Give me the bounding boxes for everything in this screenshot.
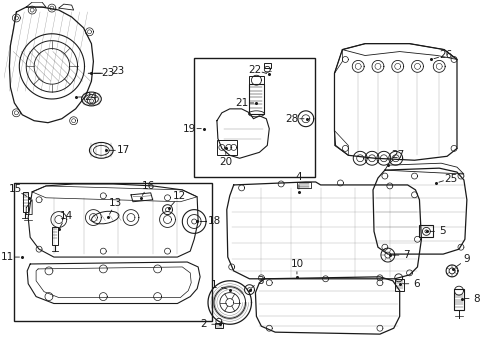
Text: 12: 12 <box>173 191 186 201</box>
Bar <box>14 183 212 321</box>
Text: 18: 18 <box>207 216 220 226</box>
Text: 20: 20 <box>219 157 232 167</box>
Bar <box>395 279 404 291</box>
Bar <box>217 140 237 155</box>
Text: 23: 23 <box>101 68 115 78</box>
Bar <box>454 289 464 310</box>
Text: 23: 23 <box>111 66 124 76</box>
Text: 7: 7 <box>403 250 410 260</box>
Bar <box>52 228 58 245</box>
Text: 4: 4 <box>295 172 302 182</box>
Text: 3: 3 <box>257 275 264 285</box>
Text: 6: 6 <box>413 279 420 289</box>
Text: 15: 15 <box>8 184 22 194</box>
Bar <box>248 76 264 84</box>
Bar <box>419 225 433 237</box>
Text: 19: 19 <box>183 123 196 134</box>
Text: 5: 5 <box>439 226 445 237</box>
Text: 9: 9 <box>464 254 470 264</box>
Bar <box>248 84 264 114</box>
Text: 2: 2 <box>201 319 207 329</box>
Text: 27: 27 <box>392 150 405 160</box>
Text: 22: 22 <box>248 65 261 75</box>
Text: 21: 21 <box>235 98 248 108</box>
Text: 13: 13 <box>109 198 122 208</box>
Text: 17: 17 <box>117 145 130 156</box>
Bar <box>264 63 271 68</box>
Text: 16: 16 <box>142 181 155 191</box>
Text: 1: 1 <box>211 280 218 291</box>
Text: 11: 11 <box>1 252 14 262</box>
Text: 28: 28 <box>285 114 298 124</box>
Bar <box>23 192 28 212</box>
Text: 26: 26 <box>440 50 453 60</box>
Text: 14: 14 <box>59 211 73 221</box>
Bar <box>215 323 223 328</box>
Text: 24: 24 <box>84 92 97 102</box>
Bar <box>194 58 315 177</box>
Text: 10: 10 <box>291 259 303 269</box>
Text: 8: 8 <box>473 293 480 303</box>
Text: 25: 25 <box>444 174 458 184</box>
